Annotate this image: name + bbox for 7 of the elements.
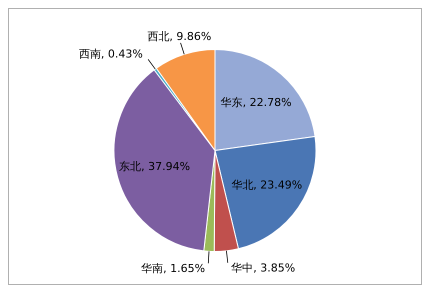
slice-label: 华北, 23.49% <box>231 178 302 192</box>
slice-label: 华南, 1.65% <box>141 262 206 276</box>
slice-label: 西南, 0.43% <box>78 47 143 60</box>
slice-label: 华中, 3.85% <box>231 262 296 275</box>
slice-label: 西北, 9.86% <box>147 30 212 44</box>
slice-label: 东北, 37.94% <box>119 160 190 173</box>
slice-label: 华东, 22.78% <box>220 96 292 110</box>
